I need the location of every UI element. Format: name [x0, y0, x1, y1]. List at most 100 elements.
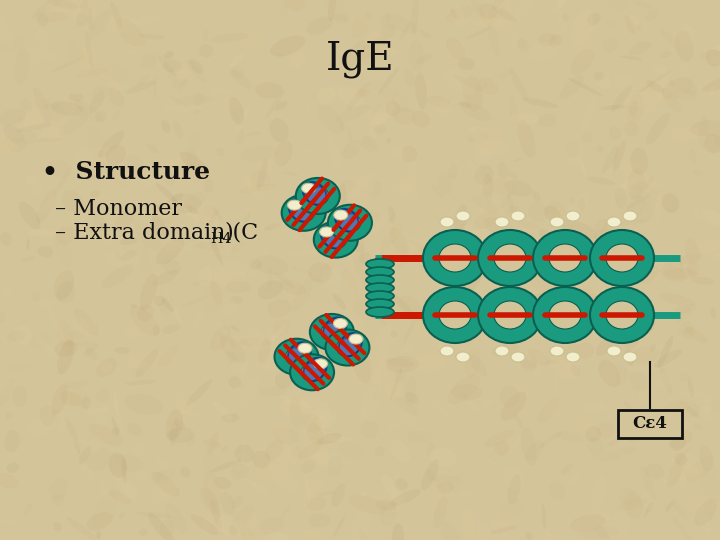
Ellipse shape — [419, 148, 426, 155]
Ellipse shape — [36, 132, 46, 140]
Ellipse shape — [688, 379, 694, 398]
Ellipse shape — [510, 113, 540, 125]
Ellipse shape — [426, 469, 441, 487]
Ellipse shape — [625, 91, 652, 107]
Ellipse shape — [306, 386, 319, 406]
Ellipse shape — [657, 15, 676, 44]
Ellipse shape — [366, 267, 394, 277]
Ellipse shape — [255, 82, 283, 98]
Ellipse shape — [405, 376, 416, 406]
Ellipse shape — [508, 245, 522, 259]
Ellipse shape — [230, 296, 243, 303]
Ellipse shape — [453, 74, 482, 92]
Ellipse shape — [292, 279, 312, 312]
Ellipse shape — [334, 351, 346, 364]
Ellipse shape — [665, 502, 674, 512]
Ellipse shape — [544, 437, 565, 457]
Ellipse shape — [200, 487, 220, 515]
Ellipse shape — [513, 314, 529, 334]
Ellipse shape — [680, 24, 692, 31]
Ellipse shape — [658, 336, 673, 368]
Ellipse shape — [395, 478, 408, 490]
Ellipse shape — [274, 339, 318, 375]
Ellipse shape — [124, 327, 141, 340]
Ellipse shape — [390, 330, 397, 338]
Ellipse shape — [229, 97, 244, 125]
Ellipse shape — [66, 517, 96, 540]
Ellipse shape — [307, 69, 317, 82]
Ellipse shape — [474, 211, 498, 229]
Ellipse shape — [633, 346, 660, 364]
Ellipse shape — [214, 477, 232, 489]
Ellipse shape — [302, 183, 315, 193]
Ellipse shape — [564, 143, 586, 164]
Ellipse shape — [158, 461, 174, 470]
Ellipse shape — [91, 106, 96, 121]
Ellipse shape — [299, 146, 311, 158]
Ellipse shape — [441, 233, 465, 259]
Ellipse shape — [140, 414, 152, 424]
Ellipse shape — [386, 381, 403, 399]
Ellipse shape — [696, 395, 720, 404]
Ellipse shape — [126, 512, 145, 531]
Ellipse shape — [675, 306, 690, 313]
Ellipse shape — [638, 390, 650, 405]
Ellipse shape — [56, 226, 74, 245]
Ellipse shape — [498, 448, 521, 470]
Ellipse shape — [639, 71, 670, 92]
Ellipse shape — [511, 211, 525, 221]
Ellipse shape — [258, 339, 271, 363]
Ellipse shape — [650, 343, 656, 352]
Ellipse shape — [301, 363, 323, 381]
Ellipse shape — [366, 299, 394, 309]
Ellipse shape — [427, 96, 450, 107]
Ellipse shape — [642, 490, 654, 509]
Ellipse shape — [230, 360, 248, 375]
Ellipse shape — [135, 469, 146, 480]
Ellipse shape — [0, 138, 20, 157]
Ellipse shape — [472, 141, 510, 156]
Ellipse shape — [254, 255, 288, 275]
Ellipse shape — [603, 297, 618, 313]
Ellipse shape — [0, 12, 14, 49]
Ellipse shape — [136, 512, 172, 518]
Ellipse shape — [544, 206, 561, 221]
Ellipse shape — [359, 409, 366, 420]
Ellipse shape — [184, 192, 205, 210]
Ellipse shape — [377, 349, 389, 362]
Ellipse shape — [655, 342, 674, 367]
Ellipse shape — [60, 391, 82, 407]
Ellipse shape — [375, 500, 396, 510]
Ellipse shape — [645, 174, 654, 188]
Ellipse shape — [0, 232, 12, 246]
Ellipse shape — [271, 325, 287, 341]
Ellipse shape — [6, 331, 25, 341]
Ellipse shape — [587, 13, 600, 25]
Ellipse shape — [235, 519, 253, 540]
Ellipse shape — [686, 261, 699, 277]
Ellipse shape — [118, 160, 134, 179]
Ellipse shape — [585, 426, 601, 442]
Ellipse shape — [556, 0, 566, 8]
Ellipse shape — [146, 143, 158, 153]
Ellipse shape — [675, 188, 680, 193]
Ellipse shape — [373, 211, 392, 233]
Ellipse shape — [129, 15, 163, 25]
Ellipse shape — [299, 397, 330, 417]
Ellipse shape — [136, 361, 149, 373]
Ellipse shape — [84, 344, 98, 357]
Ellipse shape — [73, 61, 87, 71]
Ellipse shape — [246, 37, 275, 52]
Ellipse shape — [99, 69, 122, 91]
Ellipse shape — [662, 88, 681, 113]
Ellipse shape — [511, 352, 525, 362]
Ellipse shape — [328, 205, 372, 241]
Ellipse shape — [189, 59, 204, 73]
Ellipse shape — [619, 159, 651, 188]
Ellipse shape — [328, 89, 346, 95]
Ellipse shape — [0, 116, 11, 147]
Ellipse shape — [230, 325, 239, 331]
Ellipse shape — [665, 400, 700, 418]
Ellipse shape — [14, 47, 29, 86]
Ellipse shape — [644, 131, 667, 160]
